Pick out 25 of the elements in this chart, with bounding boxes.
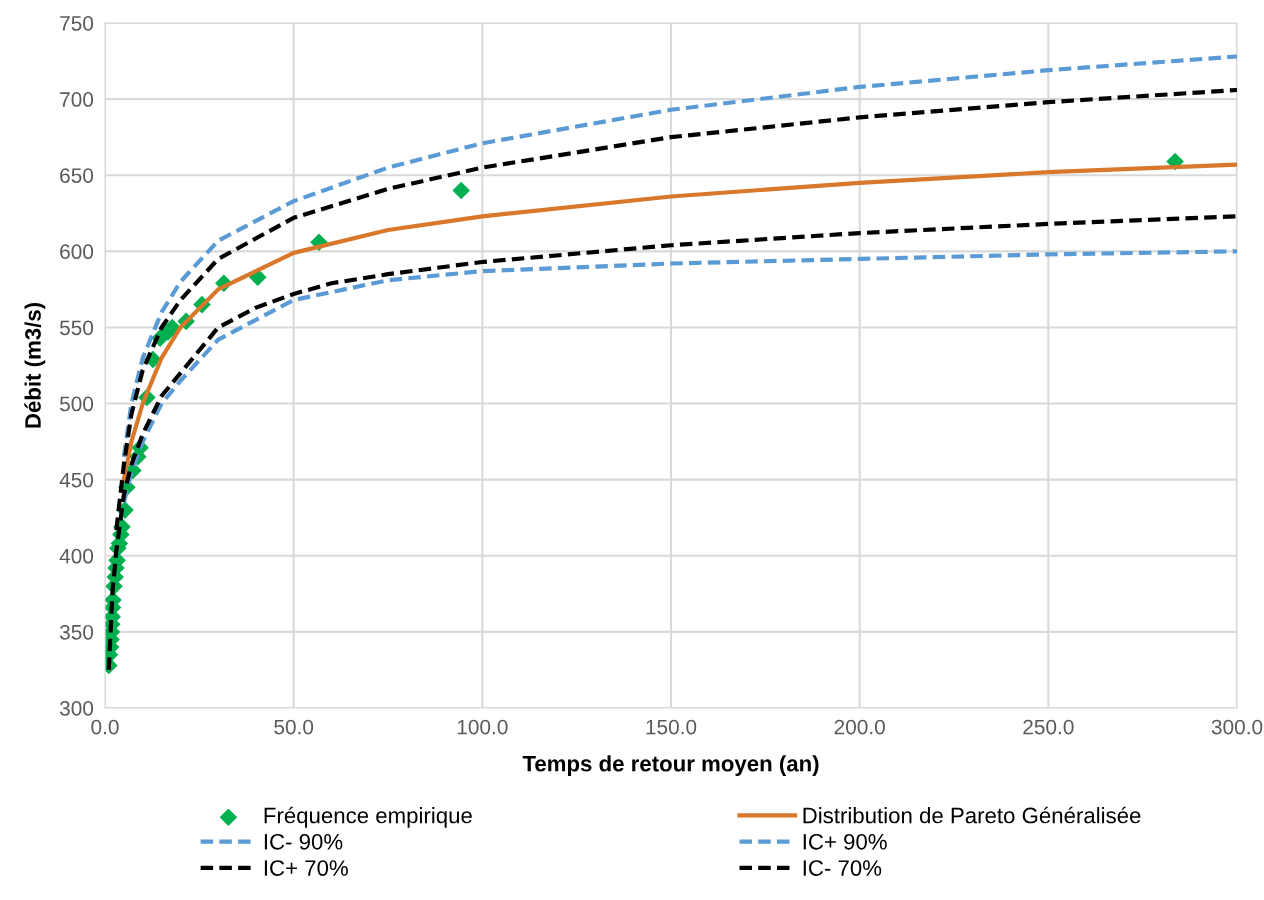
y-tick-label: 400: [59, 548, 94, 564]
x-tick-label: 300.0: [1211, 719, 1263, 735]
legend-label: Distribution de Pareto Généralisée: [803, 806, 1141, 824]
legend-label: IC- 70%: [803, 860, 882, 876]
x-tick-label: 250.0: [1023, 719, 1074, 735]
legend-label: IC+ 90%: [803, 833, 887, 850]
y-tick-label: 300: [59, 701, 94, 716]
y-axis-title: Débit (m3/s): [24, 303, 46, 428]
y-tick-label: 650: [60, 168, 94, 183]
legend-label: IC- 90%: [264, 833, 343, 850]
y-tick-label: 550: [59, 320, 94, 336]
legend-label: IC+ 70%: [264, 860, 348, 876]
x-tick-label: 100.0: [457, 719, 508, 735]
y-tick-label: 450: [59, 472, 94, 488]
y-tick-label: 700: [60, 92, 94, 107]
x-axis-title: Temps de retour moyen (an): [522, 755, 819, 776]
y-tick-label: 750: [60, 16, 94, 31]
legend-label: Fréquence empirique: [264, 806, 472, 828]
x-tick-label: 0.0: [91, 719, 119, 735]
y-tick-label: 500: [59, 396, 94, 412]
y-tick-label: 350: [59, 624, 94, 640]
x-tick-label: 50.0: [274, 719, 314, 735]
y-tick-label: 600: [60, 244, 94, 260]
x-tick-label: 150.0: [646, 719, 697, 735]
x-tick-label: 200.0: [834, 719, 885, 735]
